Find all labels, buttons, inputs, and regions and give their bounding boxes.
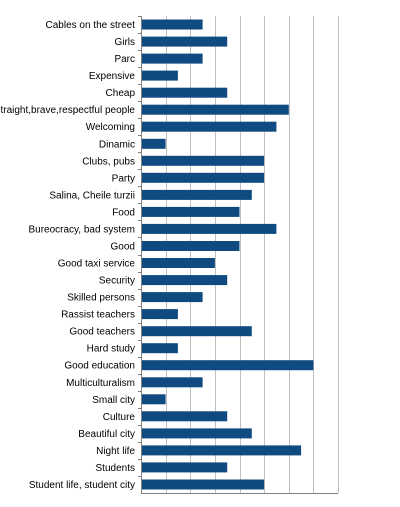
category-label: Salina, Cheile turzii [49,190,135,201]
category-label: Good teachers [69,327,135,338]
category-label: Good education [64,361,135,372]
category-label: Beautiful city [78,429,135,440]
category-label: Security [99,276,135,287]
bar [142,241,240,251]
bar [142,206,240,217]
bar [142,87,228,98]
category-label: Clubs, pubs [82,156,135,167]
category-label: Cheap [106,88,136,99]
bar [142,326,252,337]
category-label: traight,brave,respectful people [0,105,135,116]
bar [142,479,265,490]
bar [142,462,228,473]
category-label: Parc [114,54,135,65]
bar [142,189,252,200]
category-label: Students [96,463,135,474]
bar [142,70,178,81]
bar [142,428,252,439]
category-label: Student life, student city [29,480,135,491]
bars [142,19,314,490]
gridlines [138,16,339,494]
category-label: Multiculturalism [66,378,135,389]
category-label: Cables on the street [46,20,136,31]
bar [142,360,314,371]
category-label: Food [112,207,135,218]
category-label: Small city [92,395,135,406]
bar [142,309,178,320]
category-label: Welcoming [86,122,135,133]
bar [142,104,289,115]
bar [142,121,277,132]
bar [142,275,228,286]
category-label: Skilled persons [67,293,135,304]
category-label: Hard study [87,344,135,355]
bar [142,36,228,47]
category-label: Culture [103,412,136,423]
category-label: Dinamic [99,139,135,150]
bar [142,292,203,303]
category-label: Good [111,242,135,253]
bar [142,394,166,405]
bar [142,223,277,234]
category-label: Rassist teachers [61,310,135,321]
bar [142,172,265,183]
category-label: Bureocracy, bad system [28,224,135,235]
bar [142,445,302,456]
bar [142,411,228,422]
category-label: Party [112,173,135,184]
category-label: Girls [114,37,135,48]
category-label: Night life [96,446,135,457]
category-labels: Cables on the street Girls Parc Expensive Ch… [0,20,135,491]
bar [142,377,203,388]
category-label: Expensive [89,71,136,82]
bar [142,138,166,149]
bar [142,19,203,30]
bar [142,258,215,268]
category-label: Good taxi service [58,259,136,270]
bar [142,155,265,166]
bar [142,343,178,354]
bar [142,53,203,64]
